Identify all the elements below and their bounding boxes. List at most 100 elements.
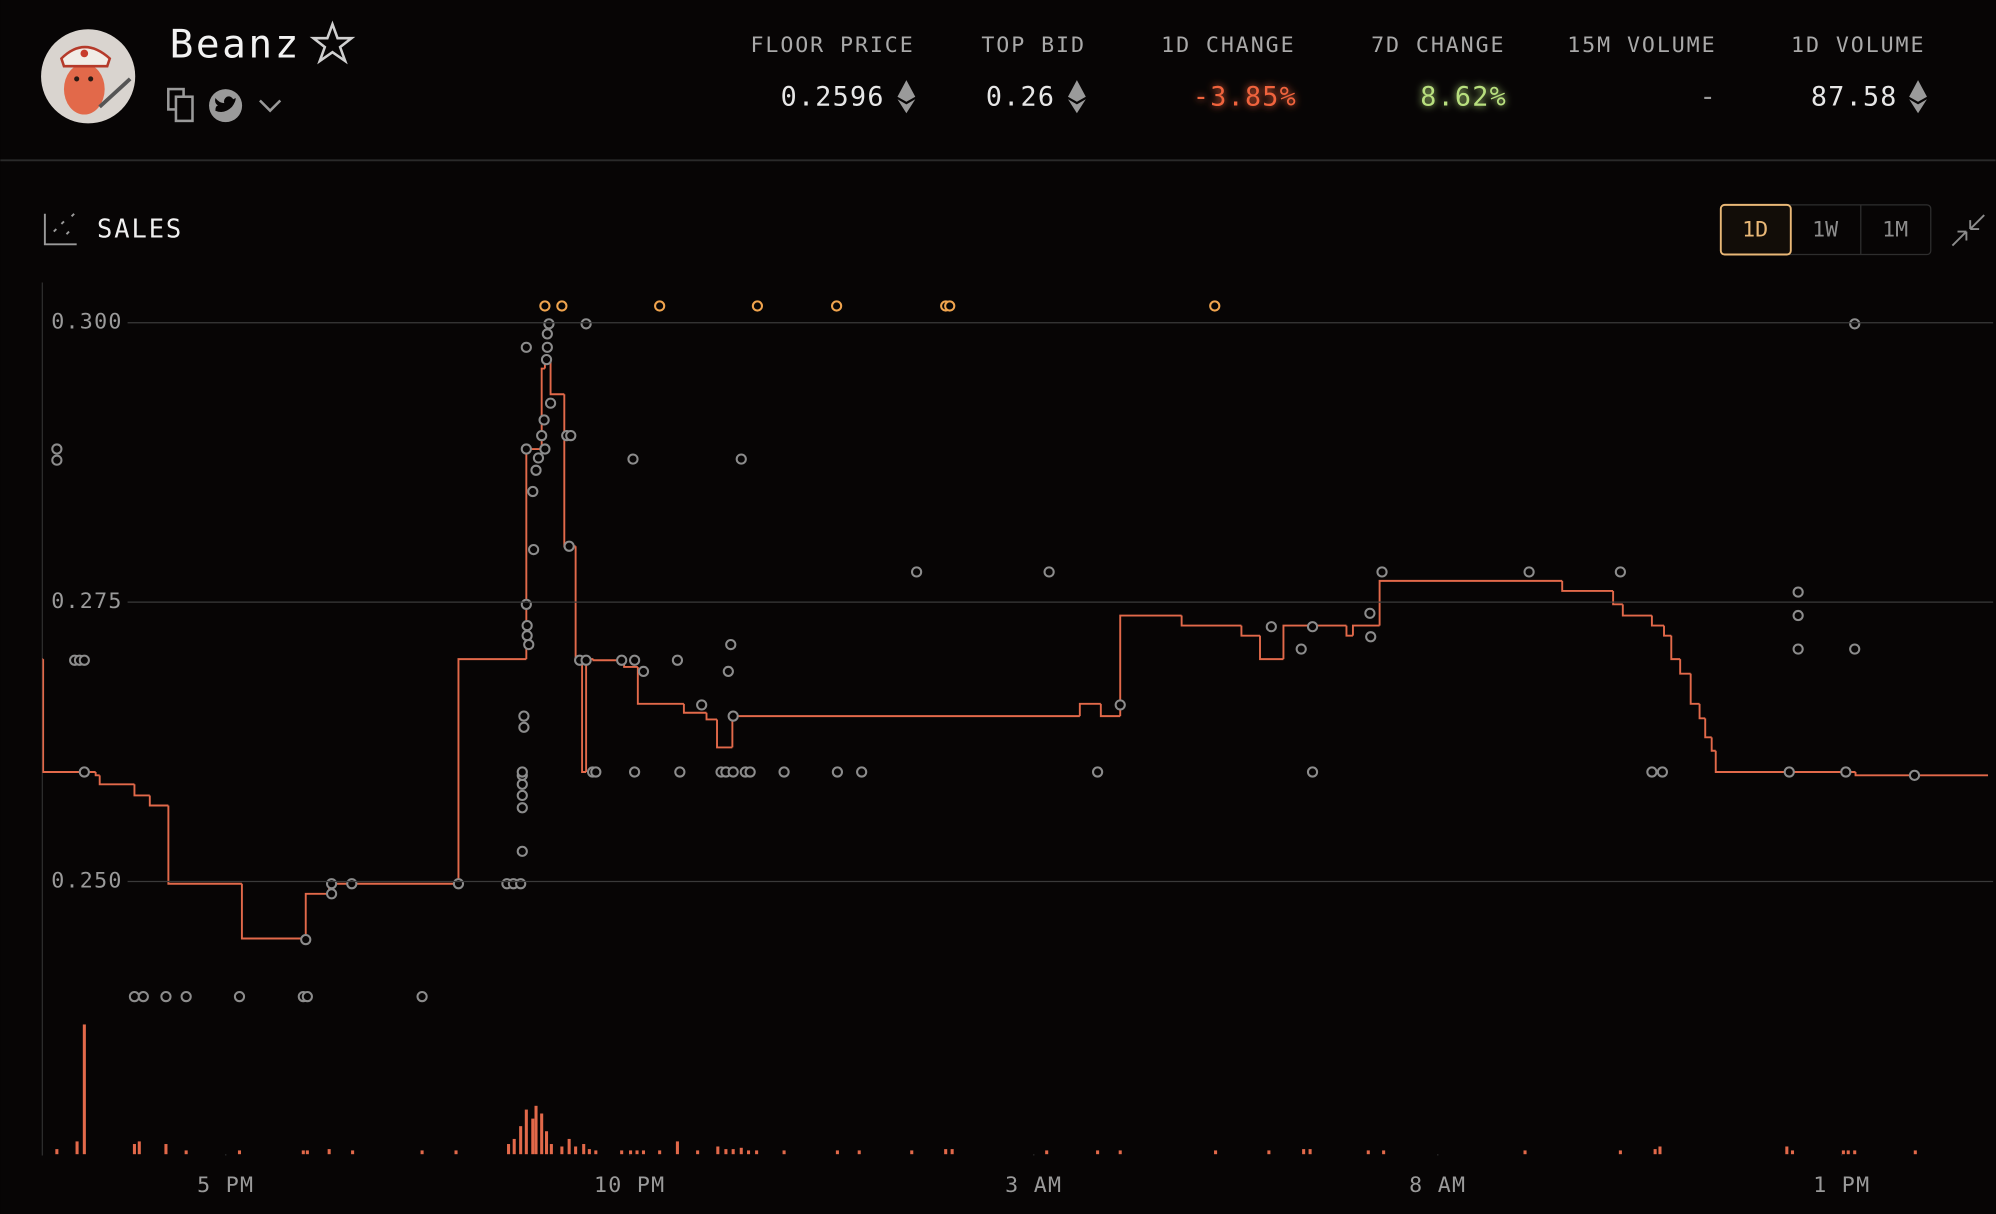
- volume-bar: [420, 1150, 424, 1155]
- sale-point: [541, 341, 553, 353]
- y-tick-label: 0.275: [51, 589, 122, 614]
- sale-point: [637, 665, 650, 678]
- volume-bar: [534, 1105, 538, 1155]
- sale-point: [1792, 586, 1804, 598]
- floor-step: [1561, 580, 1614, 592]
- sale-point: [590, 766, 602, 778]
- volume-bar: [164, 1144, 168, 1155]
- sale-point: [137, 991, 149, 1003]
- floor-step: [1078, 702, 1101, 717]
- sale-point: [521, 619, 533, 632]
- volume-bar: [1790, 1150, 1795, 1155]
- sale-point: [543, 318, 555, 330]
- floor-step: [1345, 625, 1353, 637]
- volume-bar: [454, 1150, 458, 1155]
- sale-point: [539, 443, 551, 455]
- volume-bar: [137, 1141, 141, 1155]
- sale-point: [911, 566, 923, 578]
- twitter-icon[interactable]: [209, 89, 243, 123]
- favorite-star[interactable]: [309, 20, 356, 65]
- collection-title: Beanz: [170, 22, 301, 68]
- sale-point: [735, 453, 747, 465]
- copy-icon[interactable]: [167, 87, 194, 123]
- volume-bar: [574, 1146, 578, 1155]
- volume-bar: [1267, 1150, 1271, 1155]
- volume-bar: [305, 1150, 309, 1155]
- volume-bar: [184, 1150, 188, 1155]
- stat-label: 7D CHANGE: [1371, 33, 1505, 58]
- sale-point: [1091, 766, 1104, 778]
- volume-bar: [1308, 1149, 1312, 1155]
- floor-step: [1679, 659, 1691, 675]
- range-button[interactable]: 1W: [1812, 217, 1839, 242]
- sale-point: [51, 454, 63, 466]
- sale-point: [346, 878, 358, 890]
- outlier-point: [751, 300, 764, 312]
- sale-point: [565, 430, 577, 442]
- volume-bar: [351, 1150, 355, 1155]
- sale-point: [671, 654, 684, 666]
- volume-bar: [944, 1149, 948, 1155]
- expand-chevron[interactable]: [259, 99, 282, 113]
- panel-title: SALES: [97, 214, 183, 244]
- stat-value: -: [1700, 81, 1717, 112]
- volume-bar: [675, 1141, 679, 1155]
- plot: [42, 300, 1989, 1155]
- x-tick-label: 1 PM: [1813, 1173, 1870, 1198]
- floor-step: [148, 795, 169, 807]
- floor-step: [240, 883, 306, 940]
- sale-point: [520, 443, 532, 455]
- outlier-point: [944, 300, 956, 312]
- volume-bar: [1653, 1149, 1657, 1155]
- stat-value: 87.58: [1811, 81, 1898, 112]
- sale-point: [520, 341, 532, 353]
- volume-bar: [755, 1150, 759, 1155]
- sale-point: [538, 414, 550, 426]
- floor-step: [636, 666, 684, 705]
- sale-point: [1849, 318, 1861, 330]
- range-button[interactable]: 1D: [1742, 217, 1768, 242]
- floor-step: [98, 775, 135, 786]
- sale-point: [1792, 643, 1804, 655]
- floor-step: [1714, 750, 1856, 773]
- volume-bar: [910, 1150, 914, 1155]
- floor-step: [1650, 615, 1665, 627]
- x-tick-label: 10 PM: [594, 1173, 665, 1198]
- stat-label: TOP BID: [981, 33, 1086, 58]
- sale-point: [629, 654, 641, 666]
- stat-label: 15M VOLUME: [1567, 33, 1716, 58]
- range-button[interactable]: 1M: [1882, 217, 1908, 242]
- floor-step: [549, 359, 565, 396]
- volume-bar: [620, 1150, 624, 1155]
- volume-bar: [1846, 1150, 1850, 1155]
- volume-bar: [629, 1150, 633, 1155]
- sale-point: [1364, 607, 1376, 619]
- x-tick-label: 3 AM: [1005, 1173, 1062, 1198]
- sale-point: [725, 638, 737, 651]
- volume-bar: [658, 1150, 662, 1155]
- collapse-icon[interactable]: [1951, 214, 1985, 247]
- x-tick-label: 5 PM: [197, 1173, 254, 1198]
- floor-step: [42, 659, 96, 773]
- volume-bar: [507, 1144, 511, 1155]
- floor-step: [1710, 737, 1716, 752]
- floor-step: [1351, 624, 1380, 636]
- volume-bar: [1366, 1150, 1370, 1155]
- y-tick-label: 0.250: [51, 869, 122, 894]
- floor-step: [94, 771, 100, 777]
- sale-point: [727, 710, 739, 722]
- sale-point: [416, 991, 428, 1003]
- floor-step: [1663, 625, 1672, 637]
- sale-point: [1295, 643, 1307, 655]
- sale-point: [530, 464, 542, 476]
- stat-value: 0.26: [986, 81, 1055, 112]
- sale-point: [1114, 699, 1126, 711]
- stat-label: FLOOR PRICE: [750, 33, 914, 58]
- sale-point: [1849, 643, 1861, 655]
- range-active: [1719, 203, 1792, 256]
- sale-point: [563, 540, 575, 552]
- floor-step: [1099, 703, 1121, 718]
- sale-point: [722, 665, 734, 678]
- volume-bar: [1853, 1150, 1857, 1155]
- sale-point: [325, 888, 338, 900]
